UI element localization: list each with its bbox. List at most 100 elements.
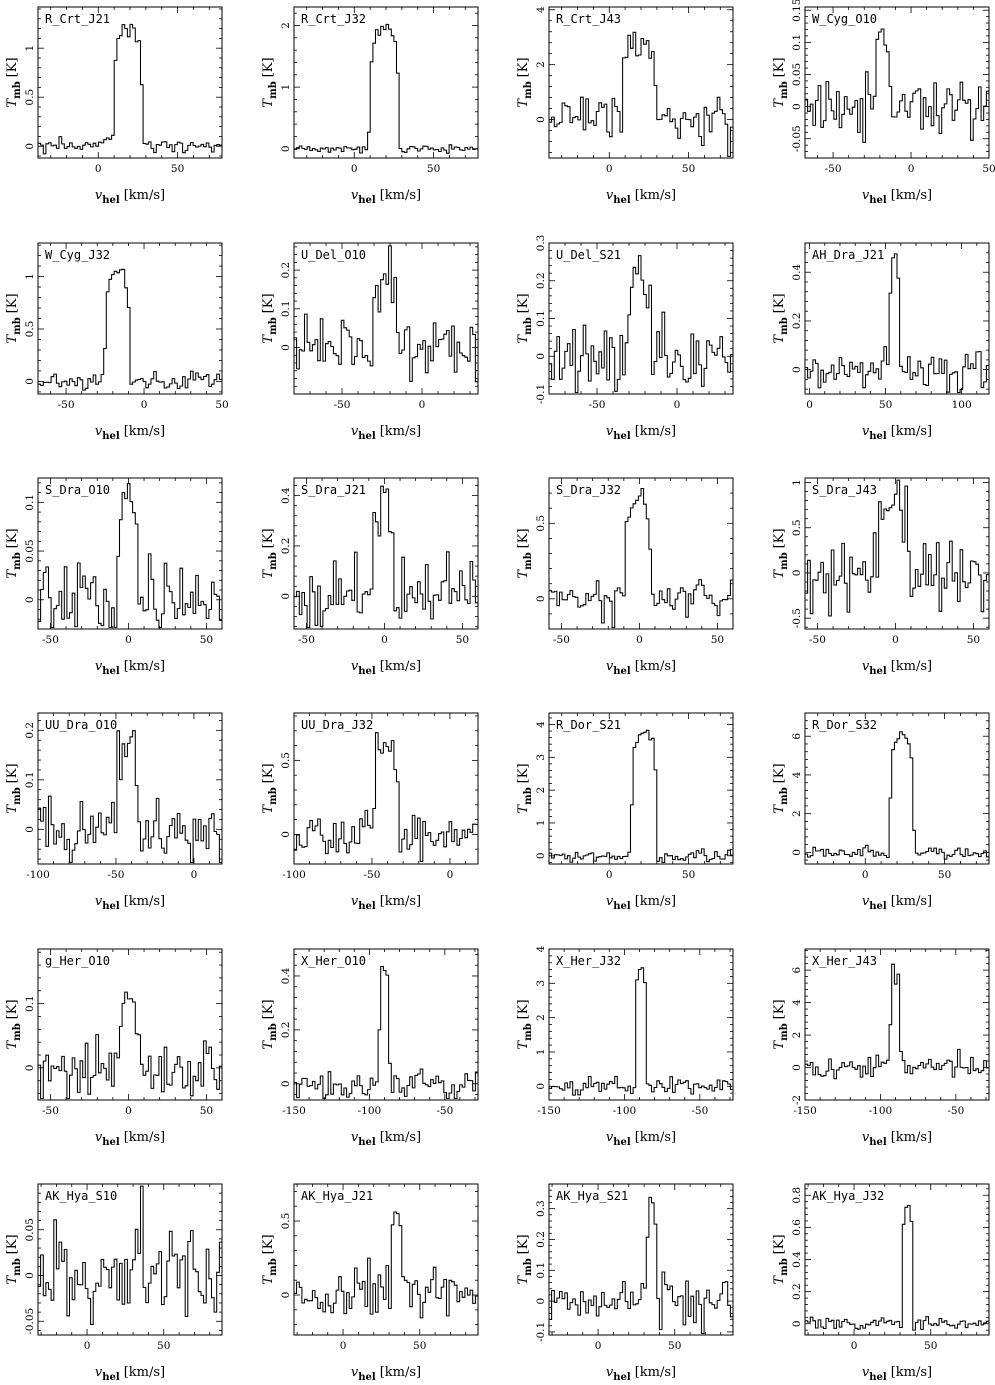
panel-title: UU_Dra_J32	[301, 718, 373, 732]
y-axis-label: Tmb [K]	[5, 528, 23, 578]
x-axis-unit: [km/s]	[635, 1130, 676, 1145]
x-axis-subscript: hel	[102, 901, 120, 912]
x-tick-label: 50	[711, 634, 724, 646]
x-axis-unit: [km/s]	[635, 424, 676, 439]
panel-title: UU_Dra_O10	[45, 718, 117, 732]
x-axis-subscript: hel	[869, 195, 887, 206]
panel-title: X_Her_J32	[556, 954, 621, 968]
y-axis-label: Tmb [K]	[772, 57, 790, 107]
x-axis-unit: [km/s]	[891, 188, 932, 203]
x-tick-label: 50	[427, 163, 440, 175]
plot-frame	[548, 477, 734, 630]
y-tick-label: 0.5	[280, 1213, 292, 1230]
spectrum-line	[38, 730, 222, 864]
spectrum-line	[38, 1185, 222, 1326]
y-axis-label: Tmb [K]	[261, 57, 279, 107]
x-axis-subscript: hel	[102, 1137, 120, 1148]
spectrum-line	[294, 245, 478, 383]
y-tick-label: 0	[535, 1298, 547, 1305]
x-axis-unit: [km/s]	[635, 659, 676, 674]
plot-frame	[804, 477, 990, 630]
y-axis-symbol: T	[5, 334, 20, 344]
x-axis-subscript: hel	[613, 1137, 631, 1148]
x-axis-symbol: v	[351, 894, 359, 909]
y-tick-label: 0	[24, 1272, 36, 1279]
x-tick-label: 50	[215, 399, 228, 411]
y-tick-label: 4	[535, 945, 547, 952]
y-axis-symbol: T	[772, 1275, 787, 1285]
x-axis-subscript: hel	[869, 666, 887, 677]
y-axis-unit: [K]	[261, 1234, 276, 1254]
x-axis-label: vhel [km/s]	[862, 424, 932, 442]
y-tick-label: 0.1	[24, 771, 36, 788]
x-axis-label: vhel [km/s]	[95, 188, 165, 206]
y-tick-label: -0.1	[535, 384, 547, 404]
y-axis-label: Tmb [K]	[261, 999, 279, 1049]
y-axis-unit: [K]	[516, 999, 531, 1019]
plot-frame	[37, 712, 223, 865]
y-tick-label: 2	[535, 61, 547, 68]
x-axis-symbol: v	[95, 659, 103, 674]
x-axis-subscript: hel	[102, 1372, 120, 1383]
y-axis-subscript: mb	[12, 317, 23, 335]
x-tick-label: 50	[668, 1340, 681, 1352]
x-tick-label: -50	[42, 1105, 59, 1117]
y-tick-label: 0.2	[24, 722, 36, 739]
x-axis-symbol: v	[95, 1130, 103, 1145]
y-tick-label: 0	[791, 570, 803, 577]
y-axis-unit: [K]	[772, 763, 787, 783]
x-axis-subscript: hel	[869, 1137, 887, 1148]
y-axis-label: Tmb [K]	[516, 1234, 534, 1284]
y-tick-label: 0.2	[280, 538, 292, 555]
y-tick-label: 0.4	[280, 487, 292, 504]
plot-frame	[293, 712, 479, 865]
x-axis-symbol: v	[606, 1130, 614, 1145]
y-axis-label: Tmb [K]	[772, 528, 790, 578]
x-axis-unit: [km/s]	[124, 894, 165, 909]
plot-frame	[804, 948, 990, 1101]
y-tick-label: 0	[791, 1064, 803, 1071]
x-axis-symbol: v	[862, 1130, 870, 1145]
y-axis-subscript: mb	[268, 787, 279, 805]
y-tick-label: 0.1	[280, 300, 292, 317]
x-tick-label: 0	[447, 869, 454, 881]
y-axis-unit: [K]	[772, 57, 787, 77]
y-axis-unit: [K]	[516, 763, 531, 783]
spectrum-line	[805, 28, 989, 143]
y-axis-unit: [K]	[5, 1234, 20, 1254]
x-axis-subscript: hel	[869, 901, 887, 912]
y-axis-label: Tmb [K]	[772, 999, 790, 1049]
y-axis-label: Tmb [K]	[261, 763, 279, 813]
y-axis-unit: [K]	[5, 57, 20, 77]
panel-title: S_Dra_J32	[556, 483, 621, 497]
y-tick-label: 0	[24, 1065, 36, 1072]
panel-title: R_Crt_J21	[45, 12, 110, 26]
x-tick-label: -50	[58, 399, 75, 411]
panel-title: X_Her_J43	[812, 954, 877, 968]
y-axis-label: Tmb [K]	[516, 999, 534, 1049]
panel-title: U_Del_S21	[556, 248, 621, 262]
y-axis-subscript: mb	[523, 317, 534, 335]
y-axis-symbol: T	[516, 1040, 531, 1050]
x-tick-label: 0	[595, 1340, 602, 1352]
x-axis-subscript: hel	[869, 1372, 887, 1383]
panel-title: AH_Dra_J21	[812, 248, 884, 262]
x-tick-label: 0	[851, 1340, 858, 1352]
panel-title: R_Dor_S21	[556, 718, 621, 732]
y-tick-label: 0.1	[791, 34, 803, 51]
y-tick-label: 0.8	[791, 1187, 803, 1204]
y-axis-symbol: T	[261, 804, 276, 814]
x-axis-subscript: hel	[102, 666, 120, 677]
x-tick-label: 0	[125, 634, 132, 646]
y-axis-label: Tmb [K]	[5, 763, 23, 813]
y-axis-label: Tmb [K]	[772, 1234, 790, 1284]
y-tick-label: 0	[280, 1080, 292, 1087]
x-axis-label: vhel [km/s]	[95, 424, 165, 442]
